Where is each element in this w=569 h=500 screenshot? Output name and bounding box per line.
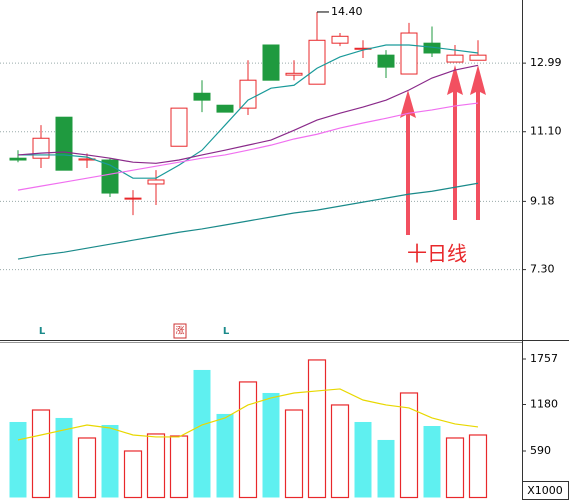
candle-body bbox=[308, 39, 326, 85]
marker: 涨 bbox=[175, 326, 184, 337]
volume-bar bbox=[55, 417, 73, 498]
candle-body bbox=[9, 157, 27, 161]
candle-body bbox=[262, 44, 280, 81]
volume-bar bbox=[399, 392, 419, 499]
volume-bar bbox=[262, 392, 280, 498]
marker: L bbox=[223, 326, 230, 337]
candle-body bbox=[285, 72, 303, 76]
y-tick-label: 1757 bbox=[530, 352, 558, 365]
y-tick-label: 590 bbox=[530, 444, 551, 457]
volume-bar bbox=[330, 404, 350, 499]
arrow bbox=[400, 90, 416, 235]
marker: L bbox=[39, 326, 46, 337]
y-tick-label: 12.99 bbox=[530, 56, 562, 69]
volume-bar bbox=[354, 421, 372, 498]
annotation: 十日线 bbox=[407, 242, 467, 266]
volume-bar bbox=[31, 409, 51, 499]
candle-body bbox=[170, 107, 188, 147]
volume-bar bbox=[169, 435, 189, 499]
arrow bbox=[447, 65, 463, 220]
unit-label: X1000 bbox=[527, 484, 563, 497]
candle-body bbox=[446, 54, 464, 63]
volume-bar bbox=[423, 426, 441, 498]
arrow bbox=[470, 65, 486, 220]
volume-bar bbox=[77, 437, 97, 499]
y-tick-label: 1180 bbox=[530, 397, 558, 410]
moving-average bbox=[17, 182, 479, 260]
moving-average bbox=[18, 44, 479, 179]
volume-bar bbox=[101, 424, 119, 498]
y-tick-label: 7.30 bbox=[530, 263, 555, 276]
candle-body bbox=[239, 79, 257, 109]
volume-bar bbox=[9, 421, 27, 498]
candle-body bbox=[124, 197, 142, 200]
volume-bar bbox=[307, 359, 327, 499]
volume-bar bbox=[445, 437, 465, 499]
volume-bar bbox=[216, 413, 234, 498]
candle-body bbox=[55, 116, 73, 171]
candle-body bbox=[331, 35, 349, 44]
candle-body bbox=[101, 159, 119, 194]
high-label: 14.40 bbox=[331, 5, 363, 18]
marker-box bbox=[173, 323, 187, 339]
volume-bar bbox=[238, 381, 258, 499]
arrows bbox=[400, 65, 486, 235]
candle-body bbox=[193, 92, 211, 101]
candle-body bbox=[216, 104, 234, 113]
candle-body bbox=[469, 54, 487, 61]
y-tick-label: 11.10 bbox=[530, 125, 562, 138]
moving-average bbox=[17, 388, 479, 441]
volume-bar bbox=[193, 369, 211, 498]
moving-average bbox=[17, 64, 479, 164]
volume-bar bbox=[284, 409, 304, 499]
volume-bar bbox=[123, 450, 143, 499]
y-tick-label: 9.18 bbox=[530, 194, 555, 207]
candle-body bbox=[147, 179, 165, 185]
moving-average bbox=[17, 102, 479, 191]
volume-bar bbox=[468, 434, 488, 499]
candle-body bbox=[400, 32, 418, 75]
candle-body bbox=[377, 54, 395, 68]
volume-bar bbox=[146, 433, 166, 499]
volume-bar bbox=[377, 439, 395, 498]
